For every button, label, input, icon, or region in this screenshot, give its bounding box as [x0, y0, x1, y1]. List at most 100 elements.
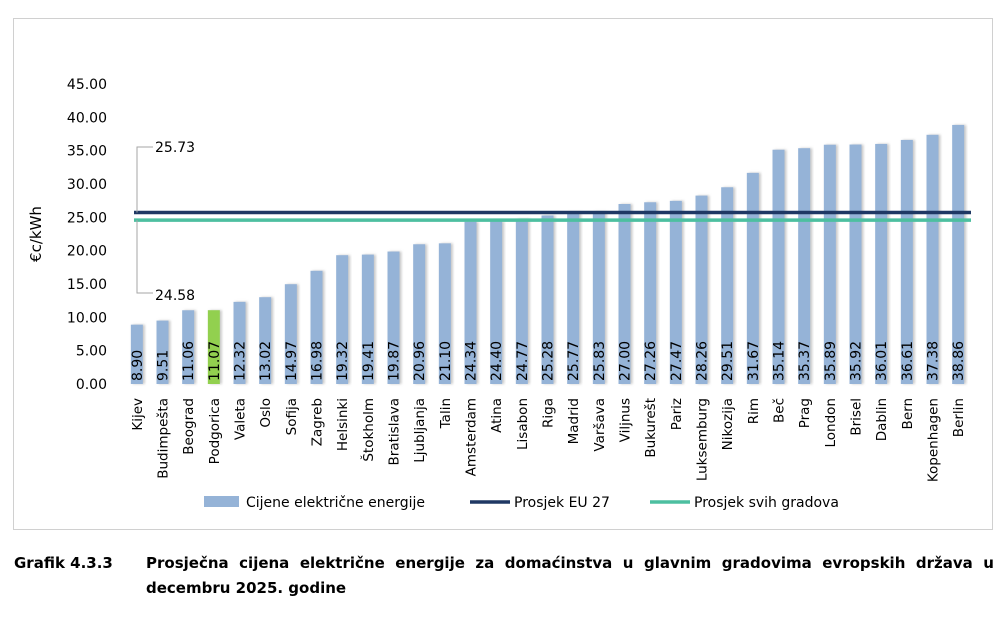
bar	[952, 124, 965, 384]
bar-value-label: 11.07	[207, 341, 223, 381]
legend-label: Prosjek svih gradova	[694, 495, 839, 511]
bar	[233, 301, 246, 384]
bar	[849, 144, 862, 384]
bar	[207, 310, 220, 384]
bar-value-label: 8.90	[130, 350, 146, 381]
reference-value-label: 24.58	[155, 288, 195, 304]
chart-panel: 0.00 5.00 10.00 15.00 20.00 25.00 30.00 35.00 40…	[13, 18, 993, 530]
bar	[567, 212, 580, 384]
bar-value-label: 35.92	[849, 341, 865, 381]
x-tick-label: Helsinki	[335, 398, 351, 451]
x-tick-label: Nikozija	[720, 398, 736, 450]
bar	[592, 211, 605, 384]
caption-number: Grafik 4.3.3	[14, 554, 113, 572]
bar	[541, 215, 554, 384]
bar	[413, 244, 426, 384]
x-tick-label: London	[823, 398, 839, 448]
bar-value-label: 25.83	[592, 341, 608, 381]
bar-value-label: 27.26	[643, 341, 659, 381]
x-tick-label: Beč	[772, 398, 788, 423]
bar-value-label: 19.32	[335, 341, 351, 381]
x-tick-label: Štokholm	[359, 398, 377, 462]
bar	[259, 297, 272, 384]
bar-value-label: 31.67	[746, 341, 762, 381]
bar-value-label: 19.87	[387, 341, 403, 381]
bar-value-label: 24.34	[464, 341, 480, 381]
x-tick-label: Valeta	[233, 398, 249, 440]
y-tick-label: 0.00	[76, 377, 107, 393]
bar-value-label: 19.41	[361, 341, 377, 381]
caption-text: Prosječna cijena električne energije za …	[146, 554, 994, 597]
bar	[182, 310, 195, 384]
x-axis: Kijev Budimpešta Beograd Podgorica Valeta Osl…	[130, 398, 967, 482]
bar-value-label: 28.26	[695, 341, 711, 381]
bar	[490, 221, 503, 384]
bar	[746, 172, 759, 384]
bar	[618, 204, 631, 384]
y-tick-label: 35.00	[67, 144, 107, 160]
bar	[721, 187, 734, 384]
x-tick-label: Bukurešt	[643, 398, 659, 458]
bar-value-label: 35.14	[772, 341, 788, 381]
bar-value-label: 25.28	[541, 341, 557, 381]
reference-lines: 25.73 24.58	[134, 140, 971, 304]
y-axis: 0.00 5.00 10.00 15.00 20.00 25.00 30.00 35.00 40…	[27, 77, 107, 393]
x-tick-label: Bern	[900, 398, 916, 429]
callout-leader	[136, 146, 153, 213]
legend-label: Cijene električne energije	[246, 495, 425, 511]
bar	[644, 202, 657, 384]
bar	[798, 148, 811, 384]
x-tick-label: Riga	[541, 398, 557, 428]
x-tick-label: Podgorica	[207, 398, 223, 464]
bar-value-label: 20.96	[412, 341, 428, 381]
bar-value-label: 35.89	[823, 341, 839, 381]
bar	[310, 270, 323, 384]
bar	[284, 284, 297, 384]
x-tick-label: Varšava	[592, 398, 608, 452]
x-tick-label: Prag	[797, 398, 813, 428]
x-tick-label: Rim	[746, 398, 762, 424]
x-tick-label: Kijev	[130, 398, 146, 431]
x-tick-label: Dablin	[874, 398, 890, 441]
y-tick-label: 30.00	[67, 177, 107, 193]
y-tick-label: 25.00	[67, 210, 107, 226]
bar	[387, 251, 400, 384]
bar-chart: 0.00 5.00 10.00 15.00 20.00 25.00 30.00 35.00 40…	[27, 77, 971, 511]
bar	[156, 320, 169, 384]
bar-value-label: 29.51	[720, 341, 736, 381]
legend-label: Prosjek EU 27	[514, 495, 610, 511]
bar-value-label: 38.86	[951, 341, 967, 381]
legend: Cijene električne energije Prosjek EU 27 P…	[204, 495, 839, 511]
bar	[772, 149, 785, 384]
legend-swatch	[204, 496, 239, 507]
bar	[669, 200, 682, 384]
bar-value-label: 9.51	[156, 350, 172, 381]
y-tick-label: 40.00	[67, 110, 107, 126]
bar-value-label: 24.40	[489, 341, 505, 381]
reference-value-label: 25.73	[155, 140, 195, 156]
y-tick-label: 5.00	[76, 344, 107, 360]
x-tick-label: Atina	[489, 398, 505, 433]
bar-value-label: 35.37	[797, 341, 813, 381]
x-tick-label: Pariz	[669, 398, 685, 430]
bar-value-label: 13.02	[258, 341, 274, 381]
bar	[438, 243, 451, 384]
bar	[823, 144, 836, 384]
bar	[926, 134, 939, 384]
x-tick-label: Berlin	[951, 398, 967, 437]
bar	[900, 139, 913, 384]
bar-value-label: 12.32	[233, 341, 249, 381]
legend-item: Prosjek EU 27	[470, 495, 610, 511]
bar-value-label: 16.98	[310, 341, 326, 381]
x-tick-label: Viljnus	[618, 398, 634, 442]
bar	[875, 143, 888, 384]
x-tick-label: Amsterdam	[464, 398, 480, 476]
bar	[515, 218, 528, 384]
x-tick-label: Kopenhagen	[926, 398, 942, 482]
bar-value-label: 11.06	[181, 341, 197, 381]
bar-value-label: 27.47	[669, 341, 685, 381]
bar-value-label: 37.38	[926, 341, 942, 381]
y-tick-label: 10.00	[67, 310, 107, 326]
x-tick-label: Zagreb	[310, 398, 326, 446]
bar-value-label: 24.77	[515, 341, 531, 381]
